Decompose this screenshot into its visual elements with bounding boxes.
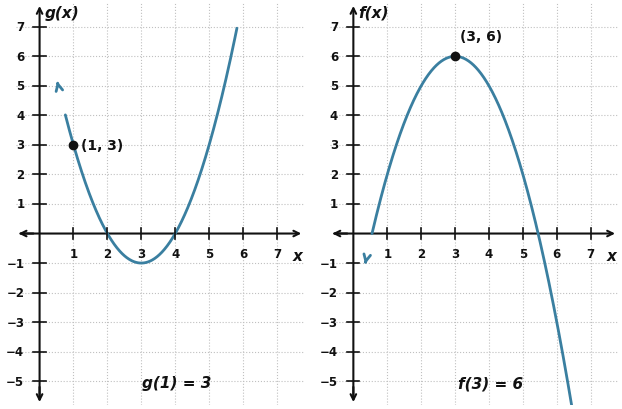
Text: 7: 7 (273, 247, 281, 260)
Text: f(x): f(x) (358, 6, 389, 20)
Text: (1, 3): (1, 3) (81, 139, 123, 153)
Text: −5: −5 (6, 375, 24, 388)
Text: 2: 2 (16, 169, 24, 182)
Text: 7: 7 (587, 247, 595, 260)
Text: 1: 1 (70, 247, 78, 260)
Text: 1: 1 (16, 198, 24, 211)
Text: −4: −4 (6, 345, 24, 358)
Text: 2: 2 (103, 247, 111, 260)
Text: 4: 4 (485, 247, 493, 260)
Text: 3: 3 (16, 139, 24, 152)
Text: (3, 6): (3, 6) (460, 30, 503, 44)
Text: −2: −2 (320, 286, 338, 299)
Text: f(3) = 6: f(3) = 6 (458, 375, 523, 390)
Text: −3: −3 (320, 316, 338, 329)
Text: 6: 6 (553, 247, 561, 260)
Text: 6: 6 (239, 247, 247, 260)
Text: 1: 1 (383, 247, 391, 260)
Text: −1: −1 (320, 257, 338, 270)
Text: −5: −5 (320, 375, 338, 388)
Text: −1: −1 (6, 257, 24, 270)
Text: g(x): g(x) (45, 6, 80, 20)
Text: 3: 3 (330, 139, 338, 152)
Text: −3: −3 (6, 316, 24, 329)
Text: 7: 7 (16, 21, 24, 34)
Text: 3: 3 (451, 247, 459, 260)
Text: 2: 2 (417, 247, 425, 260)
Text: x: x (292, 249, 302, 264)
Text: g(1) = 3: g(1) = 3 (142, 375, 211, 390)
Text: −4: −4 (320, 345, 338, 358)
Text: 4: 4 (171, 247, 179, 260)
Text: −2: −2 (6, 286, 24, 299)
Text: 5: 5 (205, 247, 213, 260)
Text: 5: 5 (519, 247, 527, 260)
Text: 5: 5 (16, 80, 24, 93)
Text: 3: 3 (137, 247, 146, 260)
Text: 6: 6 (16, 51, 24, 64)
Text: 2: 2 (330, 169, 338, 182)
Text: 5: 5 (330, 80, 338, 93)
Text: 1: 1 (330, 198, 338, 211)
Text: 4: 4 (16, 110, 24, 123)
Text: 7: 7 (330, 21, 338, 34)
Text: 6: 6 (330, 51, 338, 64)
Text: x: x (606, 249, 616, 264)
Text: 4: 4 (330, 110, 338, 123)
